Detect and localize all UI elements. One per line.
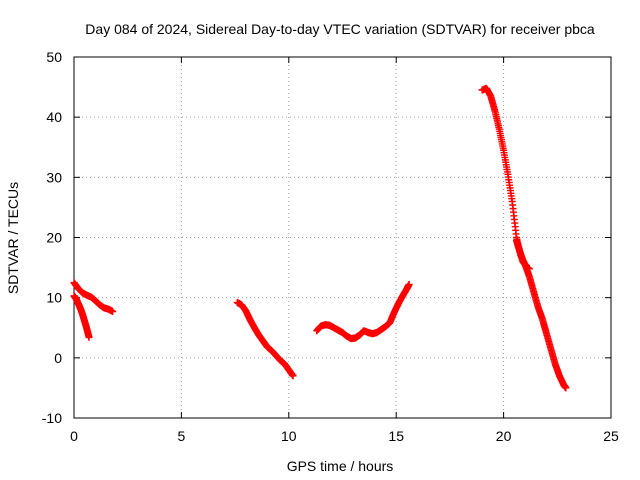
y-tick-label: 30 (46, 169, 62, 185)
series-arc-2 (233, 298, 297, 380)
series-arc-3 (313, 280, 413, 343)
x-tick-label: 20 (496, 428, 512, 444)
x-tick-label: 25 (603, 428, 619, 444)
x-axis: 0 5 10 15 20 25 (70, 57, 619, 444)
data-point (85, 333, 93, 341)
data-point (289, 372, 297, 380)
series-arc-1a (70, 279, 117, 316)
x-tick-label: 15 (388, 428, 404, 444)
data-point (405, 280, 413, 288)
grid (74, 57, 611, 418)
x-tick-label: 0 (70, 428, 78, 444)
y-tick-label: 20 (46, 230, 62, 246)
y-axis: -10 0 10 20 30 40 50 (42, 49, 611, 426)
y-axis-label: SDTVAR / TECUs (5, 182, 21, 294)
series-arc-1b (70, 292, 93, 341)
data-point (562, 384, 570, 392)
data-point (109, 308, 117, 316)
x-axis-label: GPS time / hours (287, 458, 394, 474)
y-tick-label: 40 (46, 109, 62, 125)
y-tick-label: 0 (54, 350, 62, 366)
data-series (70, 84, 570, 392)
x-tick-label: 5 (178, 428, 186, 444)
series-arc-4 (478, 84, 570, 392)
y-tick-label: 10 (46, 290, 62, 306)
data-point (525, 265, 533, 273)
x-tick-label: 10 (281, 428, 297, 444)
chart-title: Day 084 of 2024, Sidereal Day-to-day VTE… (85, 21, 595, 37)
series-arc-4b (512, 237, 533, 273)
y-tick-label: 50 (46, 49, 62, 65)
y-tick-label: -10 (42, 410, 62, 426)
